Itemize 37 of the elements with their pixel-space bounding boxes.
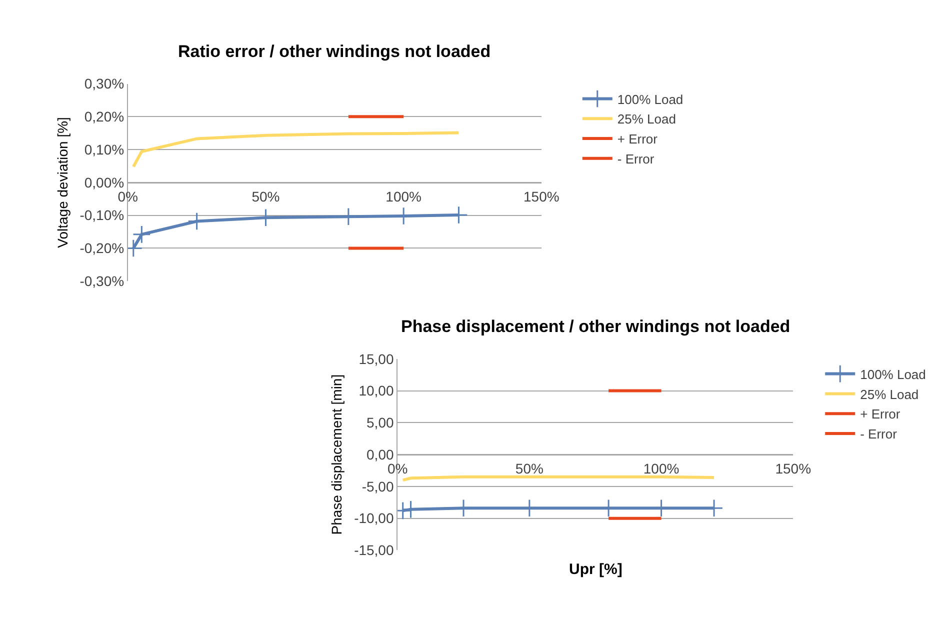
y-tick-label: -0,30% [80,273,124,290]
y-tick-label: 5,00 [366,414,394,431]
x-tick-label: 0% [387,460,408,476]
y-tick-label: 10,00 [358,382,394,399]
legend-label: 100% Load [860,366,926,382]
x-tick-label: 150% [775,460,812,476]
line-series [132,131,460,168]
x-tick-label: 0% [118,188,138,204]
y-tick-label: -5,00 [362,478,394,494]
y-tick-label: 0,10% [84,141,124,158]
legend-label: + Error [617,132,658,147]
legend-label: - Error [617,152,655,166]
x-axis-title: Upr [%] [569,561,622,578]
chart-title: Phase displacement / other windings not loaded [401,317,790,336]
x-tick-label: 50% [252,188,280,204]
y-tick-label: 15,00 [358,350,394,367]
x-tick-label: 100% [643,460,680,476]
x-tick-label: 50% [515,460,544,476]
y-tick-label: 0,20% [84,108,124,125]
y-tick-label: -15,00 [354,542,394,558]
y-tick-label: 0,00 [366,446,394,462]
y-tick-label: 0,30% [84,76,124,92]
y-tick-label: -0,10% [80,207,124,224]
point [132,225,151,244]
chart-title: Ratio error / other windings not loaded [178,42,491,61]
y-tick-label: -10,00 [354,510,394,526]
legend-label: 25% Load [860,386,919,402]
legend-label: + Error [860,406,901,422]
legend-label: 100% Load [617,92,684,107]
y-tick-label: -0,20% [80,240,124,256]
x-tick-label: 150% [524,188,560,204]
legend-label: 25% Load [617,112,676,127]
y-tick-label: 0,00% [84,174,124,190]
x-tick-label: 100% [386,188,422,204]
y-axis-title: Phase displacement [min] [328,374,345,535]
legend-label: - Error [860,426,898,442]
y-axis-title: Voltage deviation [%] [54,117,70,248]
